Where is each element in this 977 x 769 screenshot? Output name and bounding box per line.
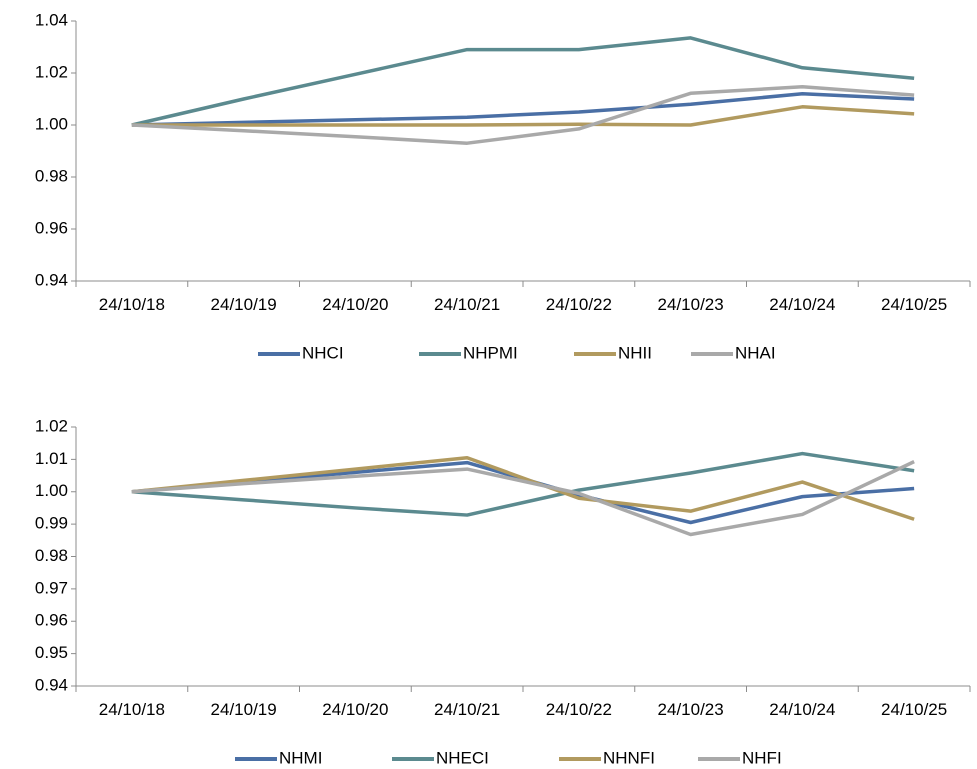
series-line-nhii bbox=[131, 105, 915, 127]
x-tick-label: 24/10/18 bbox=[99, 295, 165, 314]
legend-label-nhpmi: NHPMI bbox=[463, 343, 518, 362]
x-tick-label: 24/10/25 bbox=[881, 295, 947, 314]
y-tick-label: 1.02 bbox=[35, 62, 68, 81]
y-tick-label: 1.00 bbox=[35, 481, 68, 500]
y-tick-label: 1.00 bbox=[35, 114, 68, 133]
series-line-nhnfi bbox=[131, 456, 915, 521]
x-tick-label: 24/10/20 bbox=[322, 295, 388, 314]
x-tick-label: 24/10/19 bbox=[211, 700, 277, 719]
y-tick-label: 0.98 bbox=[35, 546, 68, 565]
top-line-chart: 0.94 0.96 0.98 1.00 1.02 1.04 24/10/18 24/10/19… bbox=[35, 10, 971, 362]
series-line-nhfi bbox=[131, 460, 915, 537]
y-tick-label: 0.98 bbox=[35, 166, 68, 185]
series-line-nheci bbox=[131, 451, 915, 517]
y-tick-label: 0.96 bbox=[35, 218, 68, 237]
series-line-nhai bbox=[131, 85, 915, 145]
x-tick-label: 24/10/18 bbox=[99, 700, 165, 719]
y-tick-label: 1.04 bbox=[35, 10, 68, 29]
series-line-nhmi bbox=[131, 460, 915, 525]
x-tick-label: 24/10/23 bbox=[658, 295, 724, 314]
x-tick-label: 24/10/25 bbox=[881, 700, 947, 719]
x-tick-label: 24/10/20 bbox=[322, 700, 388, 719]
x-tick-label: 24/10/24 bbox=[769, 295, 835, 314]
bottom-line-chart: 0.94 0.95 0.96 0.97 0.98 0.99 1.00 1.01 1.02 24/1… bbox=[35, 416, 971, 767]
x-tick-label: 24/10/23 bbox=[658, 700, 724, 719]
series-line-nhci bbox=[131, 92, 915, 127]
series-line-nhpmi bbox=[131, 36, 915, 127]
legend-label-nheci: NHECI bbox=[436, 748, 489, 767]
legend-label-nhfi: NHFI bbox=[742, 748, 782, 767]
legend-label-nhci: NHCI bbox=[302, 343, 344, 362]
legend-label-nhmi: NHMI bbox=[279, 748, 322, 767]
legend-label-nhii: NHII bbox=[618, 343, 652, 362]
legend-label-nhai: NHAI bbox=[735, 343, 776, 362]
x-tick-label: 24/10/21 bbox=[434, 700, 500, 719]
legend-label-nhnfi: NHNFI bbox=[603, 748, 655, 767]
y-tick-label: 0.94 bbox=[35, 270, 68, 289]
x-tick-label: 24/10/22 bbox=[546, 700, 612, 719]
y-tick-label: 0.99 bbox=[35, 514, 68, 533]
y-tick-label: 1.02 bbox=[35, 416, 68, 435]
x-tick-label: 24/10/24 bbox=[769, 700, 835, 719]
y-tick-label: 0.94 bbox=[35, 675, 68, 694]
x-tick-label: 24/10/19 bbox=[211, 295, 277, 314]
y-tick-label: 0.97 bbox=[35, 578, 68, 597]
y-tick-label: 0.96 bbox=[35, 611, 68, 630]
y-tick-label: 1.01 bbox=[35, 449, 68, 468]
x-tick-label: 24/10/21 bbox=[434, 295, 500, 314]
x-tick-label: 24/10/22 bbox=[546, 295, 612, 314]
y-tick-label: 0.95 bbox=[35, 643, 68, 662]
